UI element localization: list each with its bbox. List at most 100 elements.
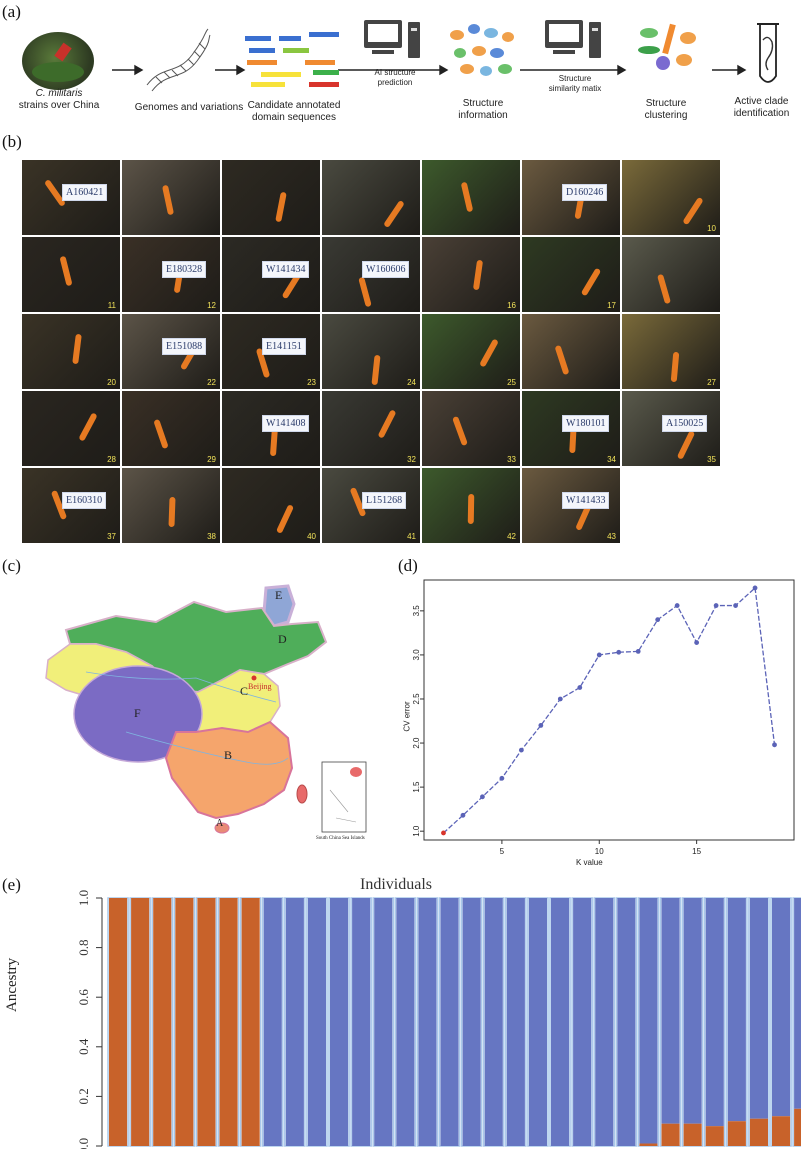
specimen-photo-grid: A160421 D160246 10 11 E180328 12 W141434 W16060…	[22, 160, 722, 547]
ancestry-ytick-label: 0.0	[76, 1138, 91, 1149]
pipeline-arrows	[112, 64, 747, 76]
photo-number: 17	[607, 301, 616, 310]
strain-photo	[22, 32, 94, 90]
dna-helix-icon	[146, 28, 211, 92]
test-tube-icon	[757, 23, 779, 83]
specimen-tag: W141433	[562, 492, 610, 509]
ancestry-bar-blue	[528, 898, 547, 1146]
protein-structures-icon	[448, 22, 518, 82]
specimen-photo	[122, 160, 220, 235]
ancestry-ylabel: Ancestry	[4, 957, 20, 1012]
ancestry-bar-blue	[506, 898, 525, 1146]
region-label-a: A	[216, 818, 224, 829]
structure-info-caption: Structure information	[458, 98, 508, 121]
ancestry-bar-orange	[241, 898, 260, 1146]
cv-ytick-label: 3.5	[412, 605, 421, 617]
cv-point	[616, 649, 622, 655]
similarity-caption: Structure similarity matix	[548, 74, 602, 93]
photo-number: 20	[107, 378, 116, 387]
specimen-tag: E180328	[162, 261, 207, 278]
photo-number: 16	[507, 301, 516, 310]
specimen-photo: 32	[322, 391, 420, 466]
cv-point	[655, 617, 661, 623]
ancestry-bar-orange	[749, 1118, 768, 1146]
ancestry-bar-orange	[683, 1123, 702, 1146]
ai-prediction-caption: AI structure prediction	[374, 68, 416, 87]
specimen-photo: W141434	[222, 237, 320, 312]
ancestry-bar-blue	[551, 898, 570, 1146]
specimen-photo	[522, 314, 620, 389]
china-region-map: E D C F B A Beijing South China Sea Isla…	[26, 582, 378, 852]
cordyceps-specimen	[670, 351, 680, 383]
ancestry-chart: 0.0 0.2 0.4 0.6 0.8 1.0 Individuals Ancestry	[0, 872, 801, 1154]
photo-number: 34	[607, 455, 616, 464]
cv-xlabel: K value	[576, 858, 603, 867]
ancestry-bar-blue	[639, 898, 658, 1144]
specimen-photo: 28	[22, 391, 120, 466]
cordyceps-specimen	[383, 199, 405, 229]
specimen-photo: W141408	[222, 391, 320, 466]
photo-number: 12	[207, 301, 216, 310]
cv-point	[596, 652, 602, 658]
ancestry-bar-blue	[352, 898, 371, 1146]
cordyceps-specimen	[153, 418, 169, 450]
specimen-photo: 27	[622, 314, 720, 389]
ancestry-bar-blue	[595, 898, 614, 1146]
cordyceps-specimen	[59, 255, 73, 287]
cv-error-line	[443, 586, 776, 834]
specimen-photo	[322, 160, 420, 235]
cordyceps-specimen	[467, 493, 475, 525]
specimen-photo: 24	[322, 314, 420, 389]
ancestry-bar-blue	[484, 898, 503, 1146]
computer-icon	[364, 20, 424, 64]
specimen-photo: 42	[422, 468, 520, 543]
specimen-photo: 10	[622, 160, 720, 235]
ancestry-bar-orange	[772, 1116, 791, 1146]
cordyceps-specimen	[682, 196, 704, 226]
specimen-photo: E141151 23	[222, 314, 320, 389]
cv-point	[538, 723, 544, 728]
ancestry-bar-blue	[418, 898, 437, 1146]
beijing-label: Beijing	[248, 682, 272, 691]
specimen-photo: 29	[122, 391, 220, 466]
cv-point	[499, 775, 505, 781]
photo-number: 40	[307, 532, 316, 541]
cordyceps-specimen	[460, 181, 474, 213]
specimen-photo: E160310 37	[22, 468, 120, 543]
specimen-photo	[422, 160, 520, 235]
region-label-e: E	[275, 588, 283, 602]
inset-caption: South China Sea Islands	[316, 836, 365, 841]
specimen-photo	[622, 237, 720, 312]
cordyceps-specimen	[452, 415, 468, 447]
ancestry-bar-orange	[153, 898, 172, 1146]
ancestry-bar-blue	[683, 898, 702, 1124]
ancestry-bar-blue	[307, 898, 326, 1146]
ancestry-bar-orange	[219, 898, 238, 1146]
photo-number: 42	[507, 532, 516, 541]
ancestry-bar-blue	[396, 898, 415, 1146]
ancestry-bar-blue	[705, 898, 724, 1127]
cordyceps-specimen	[161, 184, 175, 216]
ancestry-bar-orange	[197, 898, 216, 1146]
cordyceps-specimen	[358, 276, 372, 308]
ancestry-ytick-label: 0.8	[76, 939, 91, 955]
cv-xtick-label: 5	[500, 847, 505, 856]
specimen-tag: E141151	[262, 338, 306, 355]
specimen-photo: W141433 43	[522, 468, 620, 543]
photo-number: 41	[407, 532, 416, 541]
cv-point	[460, 812, 466, 818]
specimen-tag: W141408	[262, 415, 310, 432]
cv-point	[441, 830, 446, 836]
ancestry-bar-orange	[794, 1108, 801, 1146]
photo-number: 25	[507, 378, 516, 387]
ancestry-bar-blue	[330, 898, 349, 1146]
cordyceps-specimen	[479, 338, 499, 368]
cv-xtick-label: 10	[595, 847, 604, 856]
specimen-photo: 16	[422, 237, 520, 312]
ancestry-bar-blue	[573, 898, 592, 1146]
ancestry-bar-orange	[131, 898, 150, 1146]
cordyceps-specimen	[371, 354, 381, 386]
ancestry-svg: 0.0 0.2 0.4 0.6 0.8 1.0	[76, 890, 801, 1154]
cv-ytick-label: 1.0	[412, 825, 421, 837]
cv-ytick-label: 2.0	[412, 737, 421, 749]
